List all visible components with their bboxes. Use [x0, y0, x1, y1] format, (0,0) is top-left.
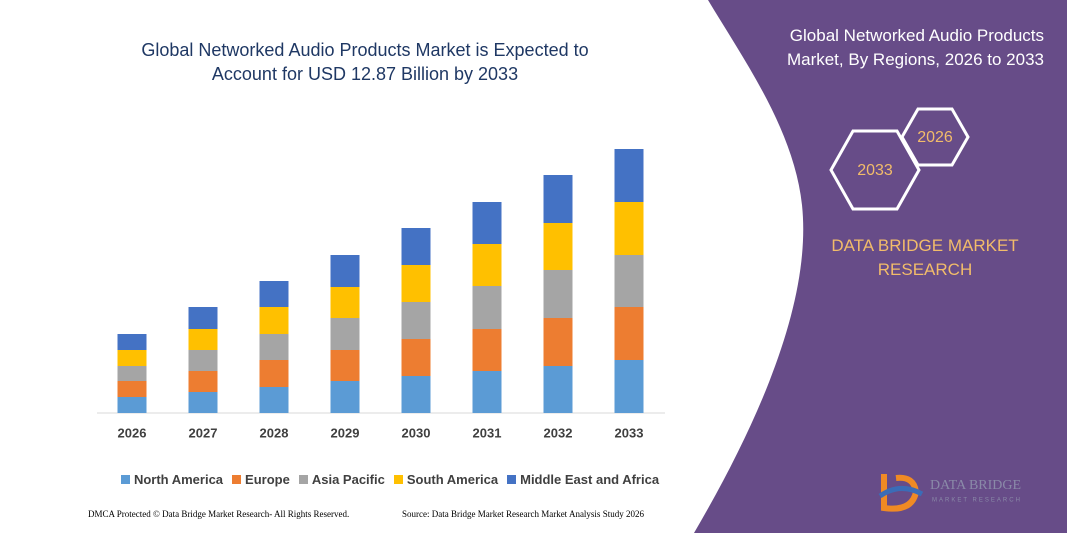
bar-segment	[472, 329, 502, 371]
legend-label: South America	[406, 472, 499, 487]
bar-segment	[188, 350, 218, 371]
x-tick-label: 2028	[260, 425, 289, 440]
bar-segment	[330, 350, 360, 381]
logo-mark	[878, 486, 924, 499]
legend-label: Middle East and Africa	[520, 472, 660, 487]
legend-swatch	[232, 475, 242, 484]
legend: North America Europe Asia Pacific South Ame…	[100, 472, 680, 487]
bar-segment	[401, 339, 431, 376]
bar-segment	[401, 265, 431, 302]
bar-segment	[472, 202, 502, 244]
bar-segment	[117, 334, 147, 350]
legend-item: Asia Pacific	[298, 472, 385, 487]
bar-segment	[330, 381, 360, 413]
bar-segment	[117, 350, 147, 366]
bar-segment	[401, 302, 431, 339]
bar-segment	[188, 371, 218, 392]
bar-segment	[614, 255, 644, 307]
bar-segment	[259, 281, 289, 307]
bar-segment	[259, 334, 289, 360]
bar-segment	[614, 149, 644, 202]
brand: DATA BRIDGE MARKET RESEARCH	[831, 236, 1019, 279]
bar-segment	[543, 318, 573, 366]
bar-segment	[472, 244, 502, 286]
bar-segment	[117, 381, 147, 397]
bar-segment	[614, 307, 644, 360]
bar-segment	[188, 392, 218, 413]
legend-label: North America	[133, 472, 224, 487]
bar-segment	[472, 371, 502, 413]
logo-tagline: MARKET RESEARCH	[932, 498, 1022, 504]
x-tick-label: 2030	[402, 425, 431, 440]
legend-item: Europe	[232, 472, 290, 487]
hexagon	[829, 129, 921, 211]
bar-segment	[259, 360, 289, 387]
badge: 2033	[857, 162, 893, 179]
logo	[878, 474, 924, 512]
chart-title: Global Networked Audio Products Market i…	[141, 40, 589, 84]
legend-label: Asia Pacific	[311, 472, 385, 487]
bar-segment	[614, 202, 644, 255]
legend-item: Middle East and Africa	[507, 472, 659, 487]
footer-left: DMCA Protected © Data Bridge Market Rese…	[88, 509, 350, 519]
legend-swatch	[120, 475, 130, 484]
bar-segment	[259, 307, 289, 334]
panel-title: Global Networked Audio Products Market, …	[786, 26, 1044, 69]
bar-segment	[330, 318, 360, 350]
footer-right: Source: Data Bridge Market Research Mark…	[402, 509, 644, 519]
bar-segment	[472, 286, 502, 329]
hexagon	[900, 107, 970, 167]
legend-label: Europe	[245, 472, 290, 487]
bar-segment	[614, 360, 644, 413]
logo-name: DATA BRIDGE	[930, 478, 1021, 493]
bar-segment	[543, 175, 573, 223]
bar-segment	[543, 270, 573, 318]
bar-segment	[330, 255, 360, 287]
legend-item: South America	[393, 472, 499, 487]
bar-segment	[188, 307, 218, 329]
side-panel	[694, 0, 1067, 533]
x-tick-label: 2026	[118, 425, 147, 440]
legend-swatch	[507, 475, 517, 484]
legend-swatch	[393, 475, 403, 484]
bar-segment	[543, 223, 573, 270]
x-tick-label: 2027	[189, 425, 218, 440]
bar-segment	[117, 366, 147, 381]
bar-segment	[188, 329, 218, 350]
legend-swatch	[298, 475, 308, 484]
legend-item: North America	[120, 472, 224, 487]
x-tick-label: 2031	[473, 425, 502, 440]
badge: 2026	[917, 129, 953, 146]
bar-segment	[259, 387, 289, 413]
bar-segment	[543, 366, 573, 413]
bar-segment	[330, 287, 360, 318]
x-tick-label: 2033	[615, 425, 644, 440]
x-tick-label: 2032	[544, 425, 573, 440]
bar-segment	[401, 228, 431, 265]
bar-segment	[401, 376, 431, 413]
x-tick-label: 2029	[331, 425, 360, 440]
bar-segment	[117, 397, 147, 413]
